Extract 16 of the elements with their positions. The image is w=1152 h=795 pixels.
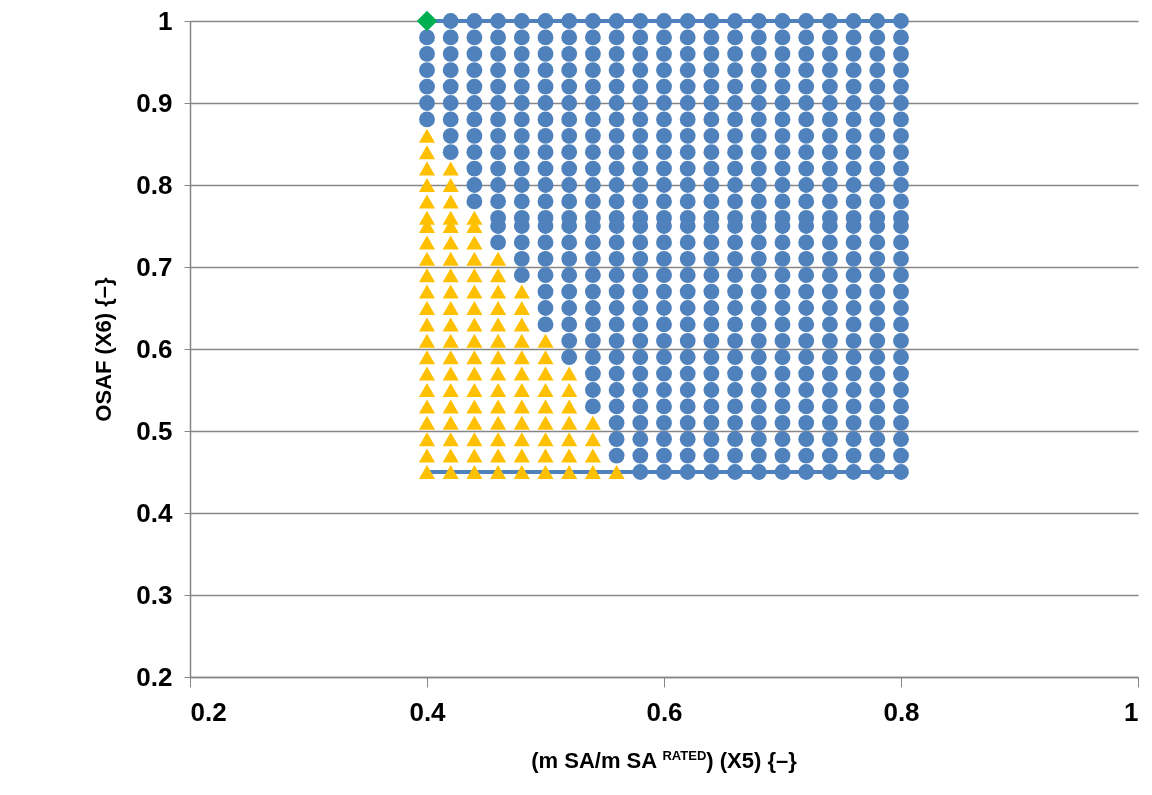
x-tick-label: 1	[1124, 696, 1139, 727]
y-tick-label: 0.6	[136, 333, 173, 364]
y-axis-title: OSAF (X6) {–}	[91, 276, 117, 422]
x-tick-label: 0.8	[883, 696, 920, 727]
x-axis-title: (m SA/m SA $^{RATED}$) (X5) {–}	[530, 748, 798, 774]
y-tick-label: 0.3	[136, 579, 173, 610]
y-tick-label: 0.8	[136, 169, 173, 200]
y-tick-label: 0.2	[136, 661, 173, 692]
y-tick-label: 1	[158, 5, 173, 36]
y-tick-label: 0.4	[136, 497, 174, 528]
x-tick-label: 0.6	[646, 696, 683, 727]
y-tick-label: 0.5	[136, 415, 173, 446]
x-tick-label: 0.4	[409, 696, 447, 727]
y-tick-label: 0.9	[136, 87, 173, 118]
x-tick-label: 0.2	[190, 696, 227, 727]
y-tick-label: 0.7	[136, 251, 173, 282]
